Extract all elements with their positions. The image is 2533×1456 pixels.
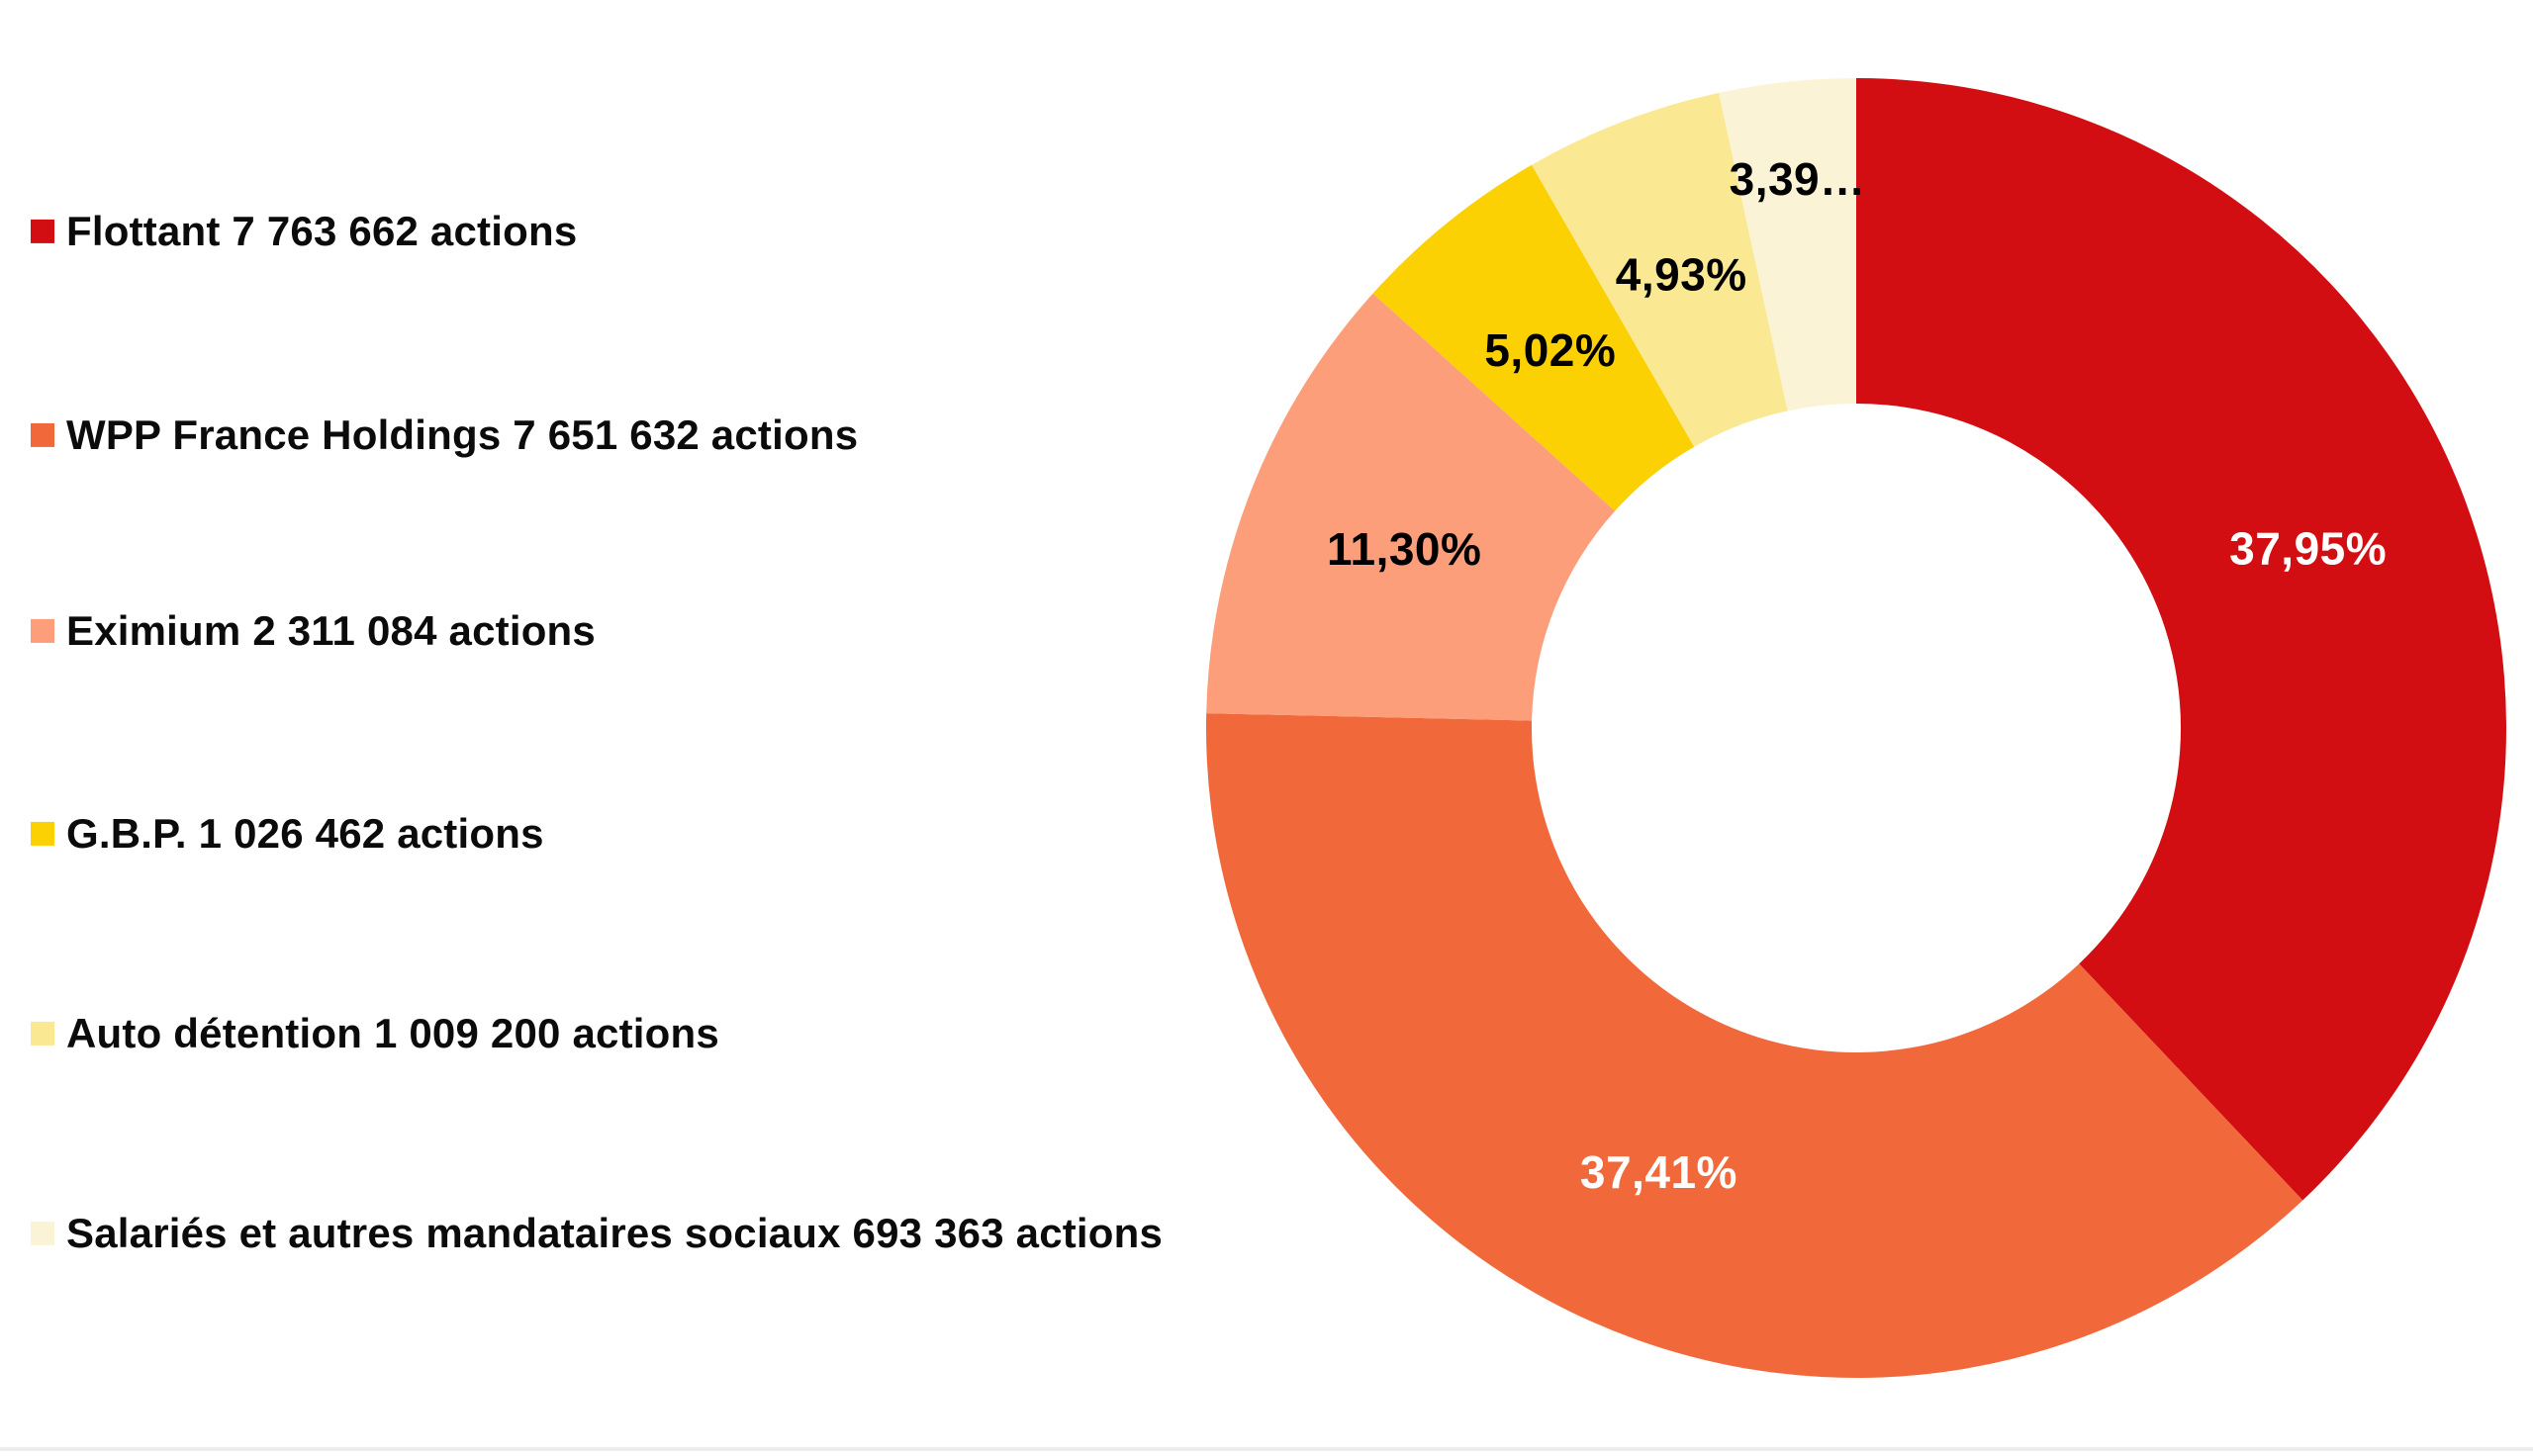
legend-marker-wpp-france-holdings xyxy=(31,423,54,447)
slice-percent-label-gbp: 5,02% xyxy=(1484,324,1616,376)
legend-item-flottant: Flottant 7 763 662 actions xyxy=(31,207,578,254)
legend-marker-gbp xyxy=(31,822,54,846)
bottom-border-line xyxy=(0,1447,2533,1451)
legend-label-wpp-france-holdings: WPP France Holdings 7 651 632 actions xyxy=(66,410,859,458)
legend-marker-eximium xyxy=(31,619,54,643)
slice-percent-label-flottant: 37,95% xyxy=(2229,522,2387,574)
legend-item-eximium: Eximium 2 311 084 actions xyxy=(31,606,596,654)
donut-slice-gbp xyxy=(1372,164,1695,511)
donut-slice-flottant xyxy=(1856,78,2506,1201)
slice-percent-label-auto-detention: 4,93% xyxy=(1616,249,1747,301)
legend-marker-auto-detention xyxy=(31,1022,54,1046)
donut-slice-eximium xyxy=(1206,293,1616,721)
legend-label-salaries-et-autres-mandataires-sociaux: Salariés et autres mandataires sociaux 6… xyxy=(66,1209,1164,1256)
legend-label-flottant: Flottant 7 763 662 actions xyxy=(66,207,578,254)
legend-marker-salaries-et-autres-mandataires-sociaux xyxy=(31,1222,54,1245)
legend-label-eximium: Eximium 2 311 084 actions xyxy=(66,606,596,654)
legend-item-auto-detention: Auto détention 1 009 200 actions xyxy=(31,1009,719,1056)
legend-item-salaries-et-autres-mandataires-sociaux: Salariés et autres mandataires sociaux 6… xyxy=(31,1209,1164,1256)
legend-label-gbp: G.B.P. 1 026 462 actions xyxy=(66,809,544,857)
slice-percent-label-salaries-et-autres-mandataires-sociaux: 3,39… xyxy=(1730,153,1866,205)
legend-label-auto-detention: Auto détention 1 009 200 actions xyxy=(66,1009,719,1056)
slice-percent-label-wpp-france-holdings: 37,41% xyxy=(1580,1146,1737,1198)
legend-item-wpp-france-holdings: WPP France Holdings 7 651 632 actions xyxy=(31,410,859,458)
donut-slice-salaries-et-autres-mandataires-sociaux xyxy=(1719,78,1856,411)
donut-slice-auto-detention xyxy=(1531,92,1788,447)
legend-item-gbp: G.B.P. 1 026 462 actions xyxy=(31,809,544,857)
slice-percent-label-eximium: 11,30% xyxy=(1327,523,1481,575)
donut-slice-wpp-france-holdings xyxy=(1206,713,2303,1378)
legend-marker-flottant xyxy=(31,220,54,243)
